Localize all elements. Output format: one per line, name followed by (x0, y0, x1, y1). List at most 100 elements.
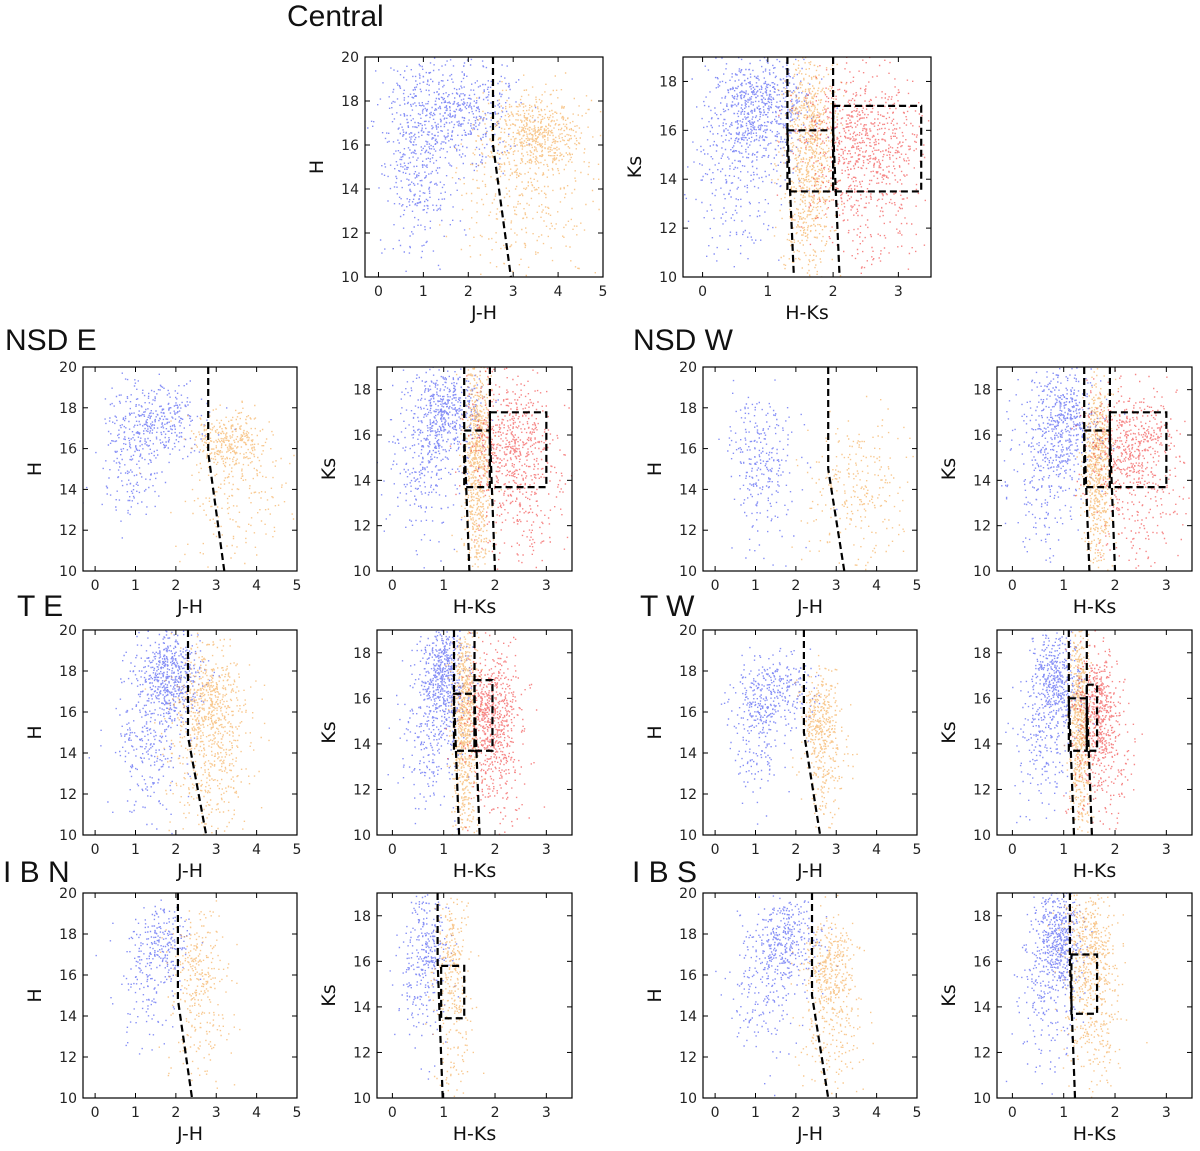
x-tick-label: 3 (542, 1105, 551, 1121)
x-tick-label: 4 (252, 578, 261, 594)
dashed-boundary-line (832, 57, 841, 277)
y-tick-label: 16 (341, 138, 359, 154)
plot-frame (376, 892, 573, 1099)
x-tick-label: 0 (1008, 842, 1017, 858)
y-axis-label: H (24, 725, 46, 739)
plot-frame (376, 629, 573, 836)
x-tick-label: 2 (1111, 1105, 1120, 1121)
y-axis-label: H (644, 725, 666, 739)
x-tick-label: 3 (1162, 578, 1171, 594)
plot-frame (364, 56, 604, 278)
red-star-points (1071, 369, 1190, 569)
selection-box (440, 964, 466, 1020)
dashed-boundary-line (810, 893, 830, 1098)
selection-box (488, 411, 548, 489)
x-tick-label: 1 (439, 842, 448, 858)
x-tick-label: 1 (1059, 842, 1068, 858)
dashed-boundary-line (802, 630, 822, 835)
dashed-boundary-line (827, 367, 846, 571)
selection-box (786, 129, 835, 193)
x-axis-label: J-H (176, 860, 203, 882)
y-tick-label: 20 (59, 886, 77, 902)
x-tick-label: 0 (698, 284, 707, 300)
x-tick-label: 5 (599, 284, 608, 300)
x-tick-label: 3 (1162, 842, 1171, 858)
y-tick-label: 12 (679, 1050, 697, 1066)
y-tick-label: 18 (679, 664, 697, 680)
region-label-nsd-w: NSD W (633, 324, 733, 357)
data-points (720, 646, 858, 829)
y-tick-label: 16 (353, 428, 371, 444)
x-tick-label: 3 (212, 578, 221, 594)
y-axis-label: Ks (938, 984, 960, 1006)
y-tick-label: 14 (659, 172, 677, 188)
y-tick-label: 14 (353, 1000, 371, 1016)
y-tick-label: 14 (59, 482, 77, 498)
y-tick-label: 18 (679, 927, 697, 943)
x-tick-label: 1 (439, 578, 448, 594)
y-tick-label: 18 (59, 664, 77, 680)
region-label-t-e: T E (17, 590, 64, 623)
y-tick-label: 14 (353, 737, 371, 753)
y-tick-label: 12 (59, 787, 77, 803)
x-axis-label: H-Ks (453, 1123, 497, 1145)
x-axis-label: H-Ks (1073, 860, 1117, 882)
y-tick-label: 12 (973, 519, 991, 535)
x-tick-label: 0 (91, 1105, 100, 1121)
y-tick-label: 18 (659, 74, 677, 90)
selection-box (1070, 953, 1099, 1015)
x-tick-label: 1 (751, 1105, 760, 1121)
y-tick-label: 14 (59, 1009, 77, 1025)
y-tick-label: 10 (59, 1091, 77, 1107)
y-tick-label: 10 (59, 564, 77, 580)
y-tick-label: 12 (353, 1045, 371, 1061)
x-axis-label: J-H (796, 860, 823, 882)
x-axis-label: J-H (796, 1123, 823, 1145)
x-tick-label: 0 (91, 842, 100, 858)
y-tick-label: 20 (679, 886, 697, 902)
x-tick-label: 2 (1111, 578, 1120, 594)
x-tick-label: 3 (509, 284, 518, 300)
y-tick-label: 20 (59, 360, 77, 376)
y-tick-label: 12 (353, 782, 371, 798)
x-tick-label: 0 (711, 1105, 720, 1121)
orange-star-points (439, 72, 603, 277)
selection-box (832, 104, 923, 193)
plot-frame (82, 366, 298, 572)
y-tick-label: 16 (679, 442, 697, 458)
x-tick-label: 4 (252, 1105, 261, 1121)
x-tick-label: 4 (872, 842, 881, 858)
y-tick-label: 20 (341, 50, 359, 66)
y-tick-label: 12 (679, 523, 697, 539)
x-tick-label: 3 (542, 842, 551, 858)
y-tick-label: 10 (659, 270, 677, 286)
x-tick-label: 2 (791, 842, 800, 858)
x-tick-label: 4 (872, 1105, 881, 1121)
x-tick-label: 0 (374, 284, 383, 300)
y-tick-label: 18 (973, 646, 991, 662)
plot-frame (996, 366, 1193, 572)
y-tick-label: 18 (679, 401, 697, 417)
y-tick-label: 16 (973, 691, 991, 707)
red-star-points (445, 632, 546, 835)
y-tick-label: 16 (659, 123, 677, 139)
y-tick-label: 12 (59, 523, 77, 539)
y-axis-label: Ks (938, 721, 960, 743)
selection-box (1083, 429, 1111, 489)
red-star-points (1063, 630, 1143, 830)
blue-star-points (999, 367, 1126, 563)
dashed-boundary-line (786, 57, 795, 277)
y-tick-label: 10 (341, 270, 359, 286)
y-axis-label: Ks (318, 458, 340, 480)
x-tick-label: 3 (832, 842, 841, 858)
y-tick-label: 14 (341, 182, 359, 198)
dashed-boundary-line (186, 630, 208, 835)
y-tick-label: 10 (973, 564, 991, 580)
